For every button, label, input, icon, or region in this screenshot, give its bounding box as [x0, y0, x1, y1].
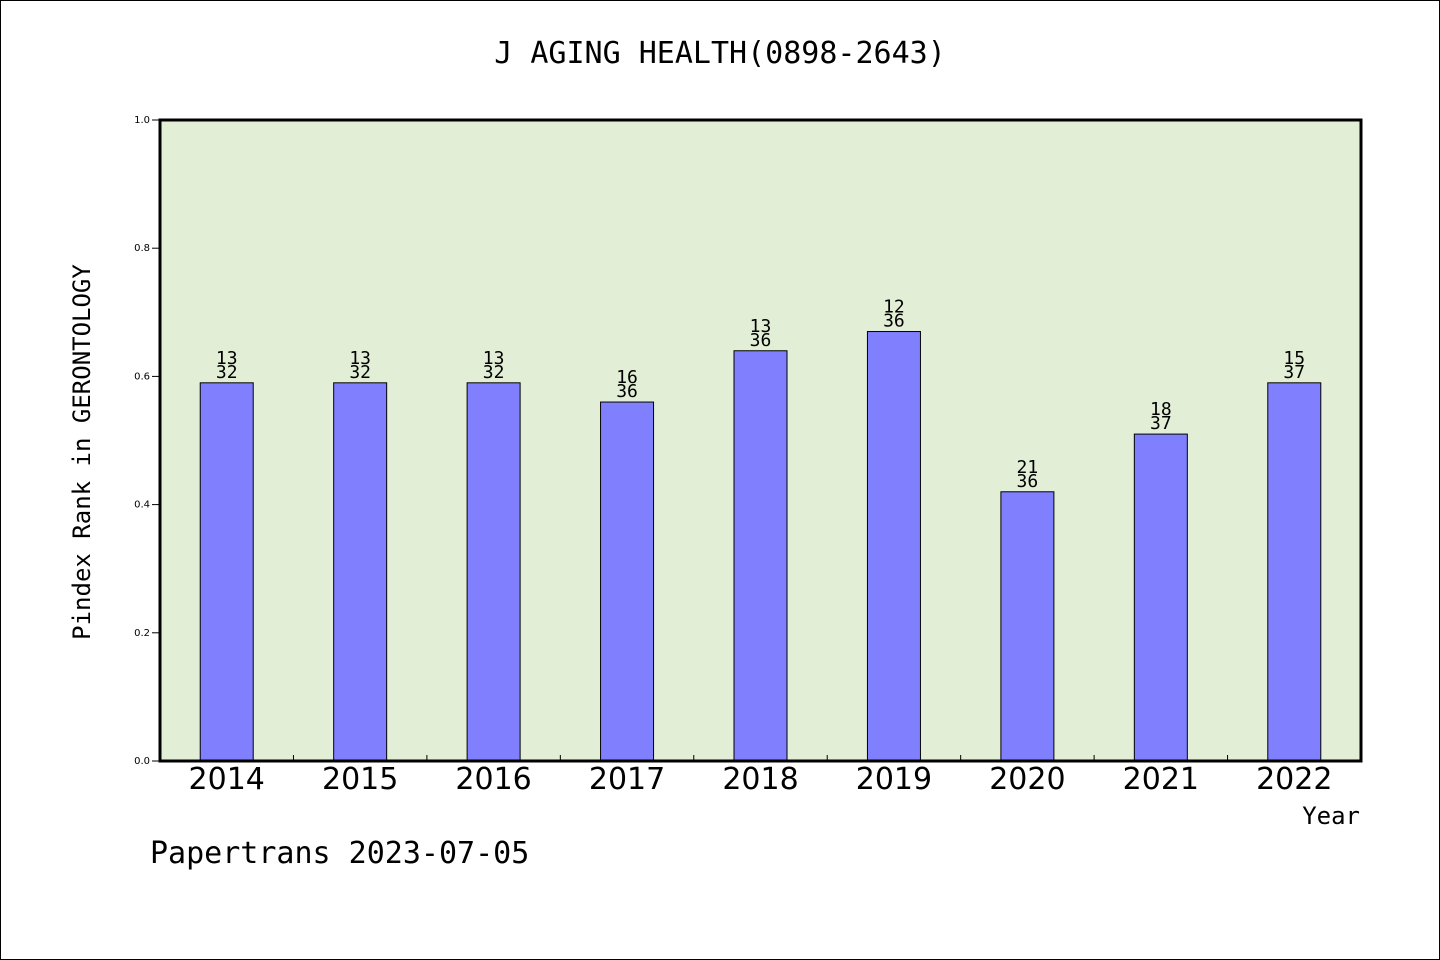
bar [1133, 433, 1188, 762]
y-tick-label: 0.8 [134, 243, 150, 254]
x-tick-label: 2018 [722, 762, 798, 797]
bar-total-label: 32 [483, 362, 505, 383]
bar [600, 401, 655, 762]
y-tick-label: 1.0 [134, 115, 150, 126]
bar [199, 382, 254, 762]
bar-rank-label: 12 [883, 297, 905, 318]
bar-total-label: 36 [616, 381, 638, 402]
y-tick-label: 0.2 [134, 628, 150, 639]
footer-note: Papertrans 2023-07-05 [150, 836, 530, 871]
bar-total-label: 32 [349, 362, 371, 383]
bar-rank-label: 16 [616, 367, 638, 388]
x-tick-label: 2020 [989, 762, 1065, 797]
bar-rank-label: 21 [1017, 457, 1039, 478]
x-axis-label: Year [1302, 802, 1360, 830]
bar [466, 382, 521, 762]
bar [1000, 491, 1055, 762]
bar-rank-label: 13 [216, 348, 238, 369]
bar [333, 382, 388, 762]
x-tick-label: 2016 [455, 762, 531, 797]
bar-total-label: 37 [1150, 413, 1172, 434]
x-tick-label: 2014 [189, 762, 265, 797]
bar-rank-label: 13 [349, 348, 371, 369]
y-tick-label: 0.0 [134, 756, 150, 767]
y-tick-label: 0.4 [134, 500, 150, 511]
plot-border [158, 118, 1363, 763]
bar [733, 350, 788, 762]
bar [1267, 382, 1322, 762]
bar-total-label: 37 [1283, 362, 1305, 383]
bar-total-label: 36 [750, 330, 772, 351]
bar-total-label: 36 [1017, 471, 1039, 492]
bar-rank-label: 15 [1283, 348, 1305, 369]
x-tick-label: 2019 [856, 762, 932, 797]
chart-title: J AGING HEALTH(0898-2643) [494, 36, 946, 71]
bar [866, 331, 921, 762]
x-tick-label: 2015 [322, 762, 398, 797]
x-tick-label: 2022 [1256, 762, 1332, 797]
bar-rank-label: 13 [750, 316, 772, 337]
bar-rank-label: 13 [483, 348, 505, 369]
y-tick-label: 0.6 [134, 371, 150, 382]
bar-total-label: 32 [216, 362, 238, 383]
x-tick-label: 2017 [589, 762, 665, 797]
bar-total-label: 36 [883, 311, 905, 332]
bar-rank-label: 18 [1150, 399, 1172, 420]
x-tick-label: 2021 [1123, 762, 1199, 797]
